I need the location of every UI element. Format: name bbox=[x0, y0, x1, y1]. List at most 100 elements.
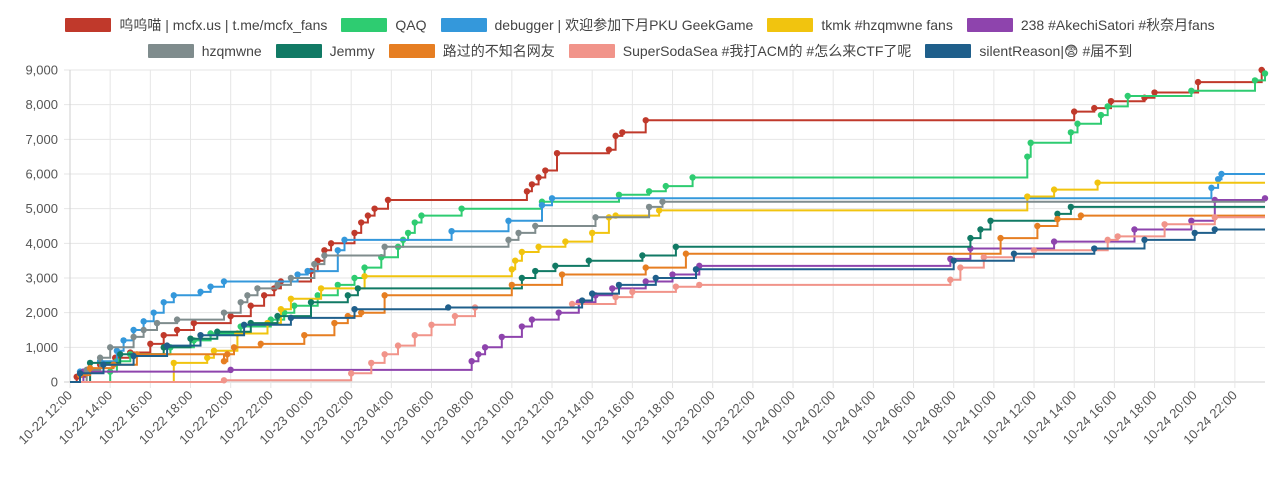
legend-item-9[interactable]: silentReason|😨 #届不到 bbox=[925, 41, 1132, 61]
data-point[interactable] bbox=[76, 370, 84, 377]
data-point[interactable] bbox=[106, 344, 114, 351]
data-point[interactable] bbox=[247, 302, 254, 309]
data-point[interactable] bbox=[682, 250, 690, 257]
data-point[interactable] bbox=[130, 352, 137, 360]
data-point[interactable] bbox=[341, 236, 348, 244]
data-point[interactable] bbox=[505, 217, 512, 224]
data-point[interactable] bbox=[585, 257, 593, 264]
data-point[interactable] bbox=[511, 257, 519, 264]
data-point[interactable] bbox=[1097, 111, 1105, 119]
data-point[interactable] bbox=[629, 288, 636, 296]
data-point[interactable] bbox=[1030, 247, 1038, 254]
data-point[interactable] bbox=[207, 283, 214, 290]
data-point[interactable] bbox=[957, 264, 964, 271]
data-point[interactable] bbox=[615, 281, 623, 289]
data-point[interactable] bbox=[170, 359, 177, 367]
data-point[interactable] bbox=[428, 321, 435, 328]
data-point[interactable] bbox=[197, 288, 204, 296]
data-point[interactable] bbox=[645, 203, 653, 211]
data-point[interactable] bbox=[967, 234, 974, 242]
data-point[interactable] bbox=[669, 271, 676, 278]
data-point[interactable] bbox=[214, 328, 221, 335]
data-point[interactable] bbox=[147, 340, 154, 348]
data-point[interactable] bbox=[86, 364, 94, 372]
data-point[interactable] bbox=[1024, 193, 1031, 200]
legend-item-3[interactable]: tkmk #hzqmwne fans bbox=[767, 15, 953, 35]
data-point[interactable] bbox=[1091, 104, 1098, 112]
data-point[interactable] bbox=[588, 290, 596, 297]
data-point[interactable] bbox=[331, 319, 338, 327]
data-point[interactable] bbox=[1067, 129, 1075, 136]
data-point[interactable] bbox=[317, 285, 325, 292]
data-point[interactable] bbox=[615, 191, 623, 198]
data-point[interactable] bbox=[418, 212, 425, 219]
data-point[interactable] bbox=[254, 285, 261, 292]
data-point[interactable] bbox=[381, 243, 388, 250]
data-point[interactable] bbox=[532, 222, 539, 230]
data-point[interactable] bbox=[354, 285, 362, 292]
data-point[interactable] bbox=[977, 226, 984, 233]
data-point[interactable] bbox=[1027, 139, 1034, 146]
data-point[interactable] bbox=[542, 167, 549, 174]
data-point[interactable] bbox=[311, 260, 318, 268]
data-point[interactable] bbox=[562, 238, 569, 245]
data-point[interactable] bbox=[260, 292, 268, 299]
data-point[interactable] bbox=[515, 229, 522, 237]
data-point[interactable] bbox=[1091, 245, 1098, 252]
data-point[interactable] bbox=[588, 229, 596, 237]
data-point[interactable] bbox=[1261, 70, 1269, 77]
data-point[interactable] bbox=[1054, 215, 1061, 223]
data-point[interactable] bbox=[173, 326, 181, 334]
data-point[interactable] bbox=[548, 195, 556, 202]
data-point[interactable] bbox=[558, 271, 566, 278]
data-point[interactable] bbox=[96, 354, 104, 361]
data-point[interactable] bbox=[220, 309, 228, 316]
data-point[interactable] bbox=[1188, 217, 1195, 224]
data-point[interactable] bbox=[612, 132, 619, 140]
data-point[interactable] bbox=[100, 361, 107, 368]
data-point[interactable] bbox=[301, 332, 308, 339]
data-point[interactable] bbox=[274, 281, 281, 289]
data-point[interactable] bbox=[568, 300, 576, 308]
data-point[interactable] bbox=[204, 354, 211, 361]
data-point[interactable] bbox=[481, 344, 489, 351]
data-point[interactable] bbox=[411, 332, 418, 339]
data-point[interactable] bbox=[1261, 195, 1269, 202]
data-point[interactable] bbox=[244, 292, 251, 299]
data-point[interactable] bbox=[347, 370, 355, 377]
data-point[interactable] bbox=[257, 340, 264, 348]
data-point[interactable] bbox=[411, 219, 418, 226]
data-point[interactable] bbox=[307, 299, 315, 306]
data-point[interactable] bbox=[1124, 92, 1131, 100]
data-point[interactable] bbox=[287, 274, 295, 282]
data-point[interactable] bbox=[518, 274, 526, 282]
data-point[interactable] bbox=[1071, 108, 1078, 115]
data-point[interactable] bbox=[224, 351, 231, 358]
data-point[interactable] bbox=[555, 309, 562, 316]
data-point[interactable] bbox=[552, 262, 559, 270]
data-point[interactable] bbox=[605, 146, 613, 153]
data-point[interactable] bbox=[578, 297, 586, 304]
data-point[interactable] bbox=[498, 333, 506, 341]
data-point[interactable] bbox=[642, 117, 649, 124]
data-point[interactable] bbox=[150, 309, 157, 316]
data-point[interactable] bbox=[368, 359, 375, 367]
data-point[interactable] bbox=[950, 257, 957, 264]
data-point[interactable] bbox=[294, 271, 301, 278]
data-point[interactable] bbox=[451, 312, 459, 320]
data-point[interactable] bbox=[1054, 210, 1061, 218]
data-point[interactable] bbox=[672, 243, 680, 250]
data-point[interactable] bbox=[1034, 222, 1041, 230]
data-point[interactable] bbox=[609, 285, 616, 292]
data-point[interactable] bbox=[1214, 176, 1222, 183]
data-point[interactable] bbox=[1050, 238, 1058, 245]
data-point[interactable] bbox=[1104, 103, 1111, 110]
data-point[interactable] bbox=[327, 240, 335, 247]
data-point[interactable] bbox=[344, 292, 352, 299]
data-point[interactable] bbox=[1161, 221, 1168, 228]
data-point[interactable] bbox=[358, 309, 365, 316]
data-point[interactable] bbox=[1131, 226, 1138, 233]
data-point[interactable] bbox=[240, 321, 248, 328]
data-point[interactable] bbox=[1211, 214, 1218, 221]
data-point[interactable] bbox=[692, 266, 700, 273]
